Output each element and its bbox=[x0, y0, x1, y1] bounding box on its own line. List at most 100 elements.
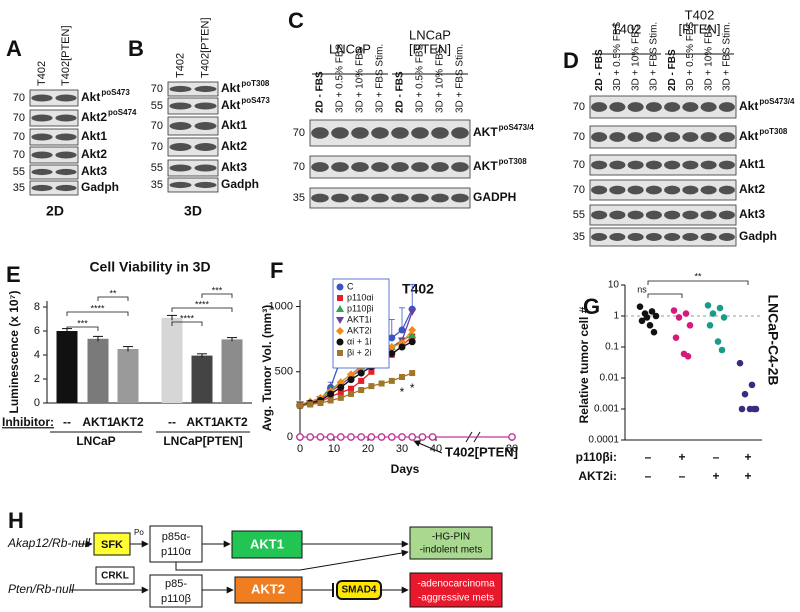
y-axis-label: Luminescence (x 10⁷) bbox=[7, 290, 21, 413]
lane-label: T402 bbox=[36, 61, 48, 86]
node-label: -HG-PIN bbox=[432, 532, 470, 543]
blot-band bbox=[645, 233, 662, 241]
x-tick-label: -- bbox=[168, 415, 176, 429]
row-label-sup: poS474 bbox=[108, 108, 137, 117]
point bbox=[408, 433, 417, 441]
lane-label: 3D + 10% FBS bbox=[355, 46, 366, 113]
blot-band bbox=[451, 127, 469, 139]
y-tick-label: 0.001 bbox=[594, 404, 619, 415]
lane-label: 3D + 0.5% FBS bbox=[612, 21, 623, 91]
point bbox=[398, 433, 406, 441]
x-tick-label: 10 bbox=[328, 443, 340, 455]
blot-band bbox=[645, 102, 662, 112]
blot-band bbox=[645, 132, 662, 142]
node-label: CRKL bbox=[101, 571, 129, 582]
lane-label: 3D + FBS Stim. bbox=[375, 44, 386, 113]
mw-marker: 70 bbox=[13, 112, 25, 124]
point bbox=[418, 433, 427, 441]
group-label: LNCaP bbox=[329, 41, 371, 56]
row-label: Gadph bbox=[221, 177, 259, 191]
blot-band bbox=[682, 102, 699, 112]
blot-strip bbox=[309, 187, 471, 209]
blot-band bbox=[591, 233, 608, 241]
y-tick-label: 0 bbox=[34, 397, 40, 409]
point bbox=[709, 310, 717, 317]
annotation-arrow bbox=[413, 440, 443, 454]
legend-symbol bbox=[336, 327, 344, 335]
blot-band bbox=[391, 193, 409, 203]
point bbox=[716, 304, 724, 312]
blot-band bbox=[664, 233, 681, 241]
blot-strip bbox=[167, 81, 219, 97]
x-tick-label: -- bbox=[63, 415, 71, 429]
point bbox=[316, 433, 325, 441]
point bbox=[347, 370, 355, 379]
lane-label: T402[PTEN] bbox=[199, 17, 211, 78]
legend-symbol bbox=[336, 317, 344, 324]
blot-band bbox=[627, 160, 644, 170]
y-tick-label: 6 bbox=[34, 325, 40, 337]
row-label-sup: poT308 bbox=[759, 127, 788, 136]
blot-strip bbox=[167, 97, 219, 115]
blot-band bbox=[311, 162, 329, 172]
blot-band bbox=[718, 102, 735, 112]
blot-band bbox=[169, 85, 192, 93]
panel-letter: E bbox=[6, 262, 21, 287]
y-tick-label: 0 bbox=[287, 431, 293, 443]
legend-label: p110αi bbox=[347, 292, 374, 302]
blot-band bbox=[331, 162, 349, 172]
diagram: H Akap12/Rb-null SFK Po p85α- p110α AKT1… bbox=[7, 508, 503, 608]
blot-band bbox=[718, 185, 735, 195]
blot-band bbox=[194, 102, 217, 110]
lane-label: 3D + 0.5% FBS bbox=[685, 21, 696, 91]
point bbox=[357, 369, 365, 377]
lane-label: 3D + 0.5% FBS bbox=[415, 43, 426, 113]
lane-label: 3D + 0.5% FBS bbox=[335, 43, 346, 113]
significance-label: ** bbox=[109, 288, 117, 298]
point bbox=[388, 377, 395, 384]
row-label-sup: poS473 bbox=[241, 96, 270, 105]
point bbox=[336, 378, 345, 387]
legend-label: AKT1i bbox=[347, 314, 372, 324]
lane-label: 2D - FBS bbox=[667, 49, 678, 91]
bar bbox=[87, 338, 109, 403]
blot-band bbox=[591, 102, 608, 112]
blot-band bbox=[682, 160, 699, 170]
y-tick-label: 4 bbox=[34, 349, 40, 361]
lane-label: T402 bbox=[174, 53, 186, 78]
point bbox=[706, 322, 714, 329]
significance-label: ** bbox=[694, 271, 702, 281]
lane-label: 3D + FBS Stim. bbox=[455, 44, 466, 113]
point bbox=[741, 390, 749, 398]
point bbox=[650, 328, 658, 336]
mw-marker: 70 bbox=[573, 131, 585, 143]
blot-band bbox=[591, 160, 608, 170]
x-tick-label: AKT1 bbox=[82, 415, 114, 429]
blot-strip bbox=[167, 137, 219, 157]
point bbox=[297, 402, 303, 409]
blot-band bbox=[645, 160, 662, 170]
panel-letter: H bbox=[8, 508, 24, 533]
legend-label: βi + 2i bbox=[347, 347, 371, 357]
group-label: T402 bbox=[685, 7, 715, 22]
blot-band bbox=[31, 168, 53, 176]
significance-bracket bbox=[97, 296, 129, 301]
row-label-sup: poS473/4 bbox=[759, 97, 795, 106]
point bbox=[704, 302, 712, 309]
point bbox=[368, 383, 375, 390]
point bbox=[358, 377, 365, 384]
point bbox=[428, 433, 437, 441]
legend-symbol bbox=[336, 338, 344, 346]
point bbox=[337, 383, 345, 391]
point bbox=[408, 331, 417, 339]
blot-band bbox=[169, 164, 192, 172]
blot-strip bbox=[167, 177, 219, 193]
condition-value: + bbox=[744, 450, 751, 464]
point bbox=[388, 349, 396, 357]
blot-strip bbox=[589, 179, 737, 201]
blot-band bbox=[664, 210, 681, 220]
node-label: -indolent mets bbox=[420, 545, 483, 556]
significance-label: **** bbox=[195, 299, 210, 309]
lane-label: T402[PTEN] bbox=[60, 25, 72, 86]
point bbox=[408, 326, 417, 335]
